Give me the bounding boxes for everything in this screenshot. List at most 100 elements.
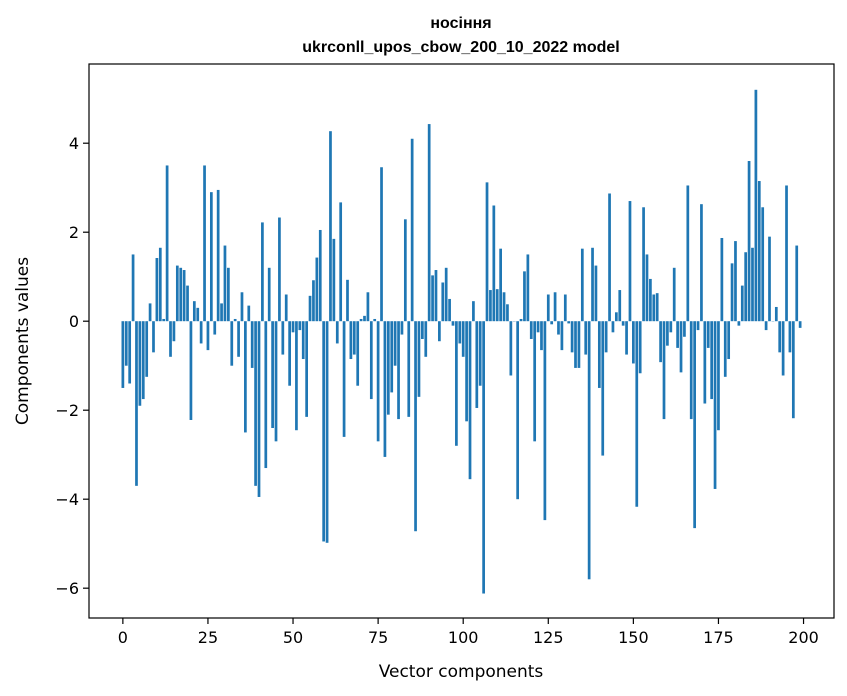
chart-title-line-1: носіння: [430, 15, 491, 32]
bar-47: [281, 321, 285, 355]
bar-89: [424, 321, 428, 357]
bar-32: [230, 321, 234, 366]
bar-39: [254, 321, 257, 486]
bar-101: [465, 321, 468, 422]
bar-107: [485, 182, 489, 322]
bar-132: [570, 321, 574, 353]
bar-192: [774, 306, 778, 322]
bar-103: [472, 301, 475, 322]
x-axis: 0 25 50 75 100 125 150 175 200: [118, 618, 819, 647]
bar-6: [141, 321, 145, 400]
bar-54: [305, 321, 308, 417]
bar-125: [546, 294, 550, 322]
bar-121: [533, 321, 537, 442]
x-tick-label-125: 125: [533, 628, 564, 647]
bar-88: [421, 321, 424, 339]
bar-19: [186, 285, 189, 322]
bar-5: [138, 321, 142, 406]
bar-163: [676, 321, 679, 348]
bar-199: [798, 321, 802, 328]
bar-149: [628, 201, 632, 322]
bar-26: [209, 192, 213, 322]
bar-78: [386, 321, 390, 415]
bar-68: [352, 321, 356, 355]
bar-42: [264, 321, 268, 469]
bar-145: [614, 312, 618, 322]
bar-116: [516, 321, 520, 500]
bar-2: [128, 321, 132, 384]
bar-124: [543, 321, 547, 521]
bar-181: [737, 321, 741, 326]
bar-183: [744, 252, 748, 322]
bar-62: [332, 238, 336, 322]
bar-90: [427, 124, 431, 322]
bar-102: [468, 321, 472, 480]
bar-154: [645, 254, 649, 322]
bar-164: [679, 321, 683, 373]
bar-114: [509, 321, 513, 376]
bar-120: [529, 321, 533, 339]
bar-30: [223, 245, 227, 322]
bar-63: [335, 321, 339, 344]
bar-153: [642, 207, 645, 322]
bar-193: [778, 321, 782, 353]
bar-4: [135, 321, 138, 486]
bar-34: [237, 321, 240, 357]
bar-106: [482, 321, 485, 594]
bar-71: [363, 315, 366, 322]
bar-109: [492, 205, 496, 322]
bar-150: [632, 321, 635, 364]
bar-48: [284, 294, 288, 322]
bar-170: [700, 204, 703, 322]
bar-165: [683, 321, 686, 337]
x-axis-label: Vector components: [379, 662, 544, 682]
bar-196: [788, 321, 792, 353]
bar-134: [577, 321, 581, 368]
bar-141: [601, 321, 605, 456]
bar-182: [740, 285, 744, 322]
bar-146: [618, 290, 622, 322]
y-tick-label--2: −2: [55, 401, 79, 420]
bar-85: [410, 138, 414, 322]
bar-112: [502, 292, 506, 322]
bar-157: [655, 293, 659, 322]
bar-189: [764, 321, 768, 331]
bar-9: [152, 321, 155, 353]
bar-15: [172, 321, 176, 342]
bar-123: [540, 321, 543, 351]
bar-79: [390, 321, 394, 393]
bar-144: [611, 321, 615, 333]
bar-158: [659, 321, 662, 363]
bar-176: [720, 237, 724, 322]
bar-155: [649, 278, 652, 322]
bar-82: [400, 321, 404, 335]
bar-168: [693, 321, 696, 529]
bar-14: [169, 321, 172, 357]
bar-97: [451, 321, 455, 326]
bar-24: [203, 165, 206, 322]
bar-142: [604, 321, 608, 353]
bar-31: [227, 267, 230, 322]
bar-27: [213, 321, 217, 335]
bar-7: [145, 321, 149, 377]
bar-136: [584, 321, 588, 355]
bar-147: [621, 321, 625, 326]
y-axis-label: Components values: [13, 257, 33, 425]
bar-3: [131, 254, 135, 322]
x-tick-label-150: 150: [618, 628, 649, 647]
bar-53: [301, 321, 305, 360]
bar-84: [407, 321, 411, 417]
bar-159: [662, 321, 666, 420]
bar-80: [393, 321, 397, 366]
bar-77: [383, 321, 387, 457]
bar-152: [638, 321, 642, 374]
bar-69: [356, 321, 360, 386]
bar-184: [747, 161, 751, 322]
bar-178: [727, 321, 731, 360]
plot-frame: [88, 63, 835, 619]
bar-169: [696, 321, 700, 331]
bar-38: [250, 321, 254, 368]
x-tick-label-200: 200: [788, 628, 819, 647]
y-tick-label-2: 2: [69, 223, 79, 242]
